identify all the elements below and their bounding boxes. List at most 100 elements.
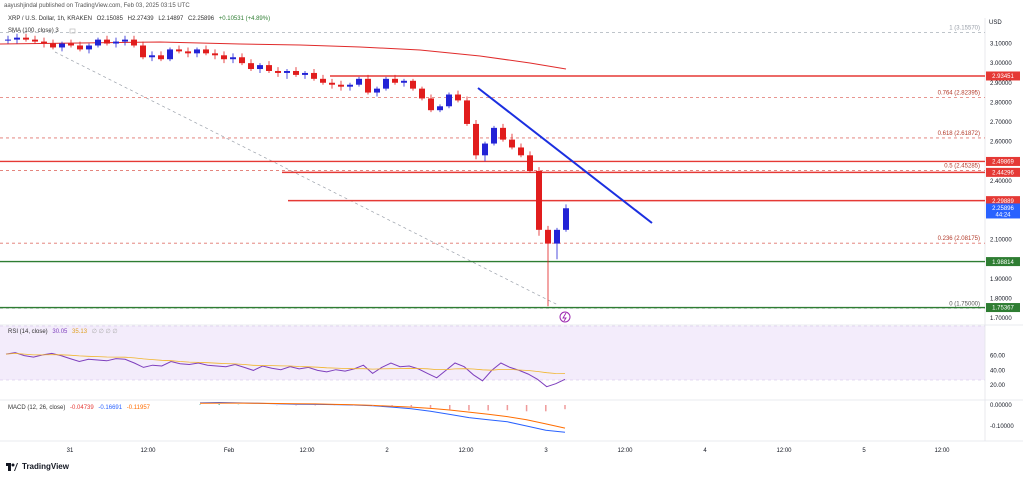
candle-body bbox=[302, 72, 308, 75]
x-tick-label: Feb bbox=[224, 448, 235, 454]
candle-body bbox=[194, 49, 200, 54]
candle-body bbox=[509, 139, 515, 148]
level-price-tag bbox=[986, 196, 1020, 206]
tradingview-logo-text: TradingView bbox=[22, 462, 69, 471]
candle-body bbox=[500, 127, 506, 140]
sma-line bbox=[0, 41, 567, 70]
candle-body bbox=[167, 49, 173, 60]
ohlc-change: +0.10531 (+4.89%) bbox=[218, 16, 271, 22]
x-tick-label: 12:00 bbox=[458, 448, 474, 454]
candle-body bbox=[536, 171, 542, 230]
candle-body bbox=[158, 55, 164, 60]
fib-level-label: 0.236 (2.08175) bbox=[938, 236, 980, 242]
publish-header: aayushjindal published on TradingView.co… bbox=[4, 3, 190, 9]
candle-body bbox=[248, 63, 254, 70]
ohlc-close: C2.25896 bbox=[188, 16, 215, 22]
level-price-label: 1.98814 bbox=[992, 260, 1014, 266]
event-marker-icon[interactable] bbox=[559, 311, 571, 323]
candle-body bbox=[95, 39, 101, 46]
candle-body bbox=[464, 100, 470, 124]
countdown-label: 44:24 bbox=[995, 212, 1011, 218]
candle-body bbox=[257, 65, 263, 70]
macd-legend[interactable]: MACD (12, 26, close) -0.04739 -0.16691 -… bbox=[8, 405, 153, 411]
level-price-label: 2.93451 bbox=[992, 74, 1014, 80]
macd-v1: -0.04739 bbox=[70, 405, 94, 411]
macd-v3: -0.11957 bbox=[126, 405, 150, 411]
ohlc-open: O2.15085 bbox=[96, 16, 123, 22]
ohlc-low: L2.14897 bbox=[158, 16, 184, 22]
level-price-label: 2.49869 bbox=[992, 160, 1014, 166]
candle-body bbox=[545, 229, 551, 244]
candle-body bbox=[122, 39, 128, 42]
rsi-extra: 35.13 bbox=[72, 329, 88, 335]
fib-level-label: 1 (3.15570) bbox=[949, 26, 980, 32]
candle-body bbox=[149, 55, 155, 58]
macd-tick-label: 0.00000 bbox=[990, 403, 1012, 409]
candle-body bbox=[5, 39, 11, 41]
tradingview-logo-icon bbox=[6, 462, 18, 471]
candle-body bbox=[239, 57, 245, 64]
candle-body bbox=[176, 49, 182, 52]
y-tick-label: 3.00000 bbox=[990, 61, 1012, 67]
candle-body bbox=[428, 98, 434, 111]
rsi-label: RSI (14, close) bbox=[8, 329, 48, 335]
ohlc-high: H2.27439 bbox=[127, 16, 154, 22]
rsi-band bbox=[0, 326, 985, 380]
candle-body bbox=[356, 78, 362, 85]
x-tick-label: 4 bbox=[703, 448, 707, 454]
candle-body bbox=[266, 65, 272, 71]
level-price-label: 2.29889 bbox=[992, 199, 1014, 205]
x-tick-label: 12:00 bbox=[140, 448, 156, 454]
fib-level-label: 0 (1.75000) bbox=[949, 301, 980, 307]
level-price-tag bbox=[986, 71, 1020, 81]
candle-body bbox=[14, 37, 20, 40]
x-tick-label: 5 bbox=[862, 448, 866, 454]
candle-body bbox=[338, 84, 344, 87]
current-price-tag bbox=[986, 203, 1020, 219]
candle-body bbox=[212, 53, 218, 56]
candle-body bbox=[329, 82, 335, 85]
macd-v2: -0.16691 bbox=[98, 405, 123, 411]
candle-body bbox=[68, 43, 74, 46]
candle-body bbox=[482, 143, 488, 156]
level-price-label: 2.44296 bbox=[992, 171, 1014, 177]
currency-label: USD bbox=[989, 20, 1002, 26]
x-tick-label: 12:00 bbox=[617, 448, 633, 454]
candle-body bbox=[113, 41, 119, 44]
level-price-label: 1.75367 bbox=[992, 306, 1014, 312]
level-price-tag bbox=[986, 303, 1020, 313]
level-price-tag bbox=[986, 257, 1020, 267]
candle-body bbox=[86, 45, 92, 50]
candle-body bbox=[284, 70, 290, 73]
rsi-tick-label: 60.00 bbox=[990, 354, 1006, 360]
y-tick-label: 2.90000 bbox=[990, 81, 1012, 87]
candle-body bbox=[518, 147, 524, 156]
x-tick-label: 12:00 bbox=[934, 448, 950, 454]
current-price-label: 2.25896 bbox=[992, 206, 1014, 212]
x-tick-label: 31 bbox=[67, 448, 74, 454]
candle-body bbox=[392, 78, 398, 83]
tradingview-logo[interactable]: TradingView bbox=[6, 462, 69, 471]
candle-body bbox=[491, 127, 497, 144]
fib-diagonal bbox=[54, 51, 559, 306]
candle-body bbox=[383, 78, 389, 89]
y-tick-label: 2.60000 bbox=[990, 140, 1012, 146]
rsi-value: 30.05 bbox=[52, 329, 68, 335]
candle-body bbox=[401, 80, 407, 83]
candle-body bbox=[554, 229, 560, 244]
rsi-tick-label: 40.00 bbox=[990, 368, 1006, 374]
x-tick-label: 2 bbox=[385, 448, 389, 454]
y-tick-label: 2.80000 bbox=[990, 100, 1012, 106]
y-tick-label: 2.70000 bbox=[990, 120, 1012, 126]
sma-legend[interactable]: SMA (100, close) 3 bbox=[8, 28, 59, 34]
candle-body bbox=[365, 78, 371, 93]
y-tick-label: 3.10000 bbox=[990, 42, 1012, 48]
candle-body bbox=[104, 39, 110, 44]
fib-level-label: 0.618 (2.61872) bbox=[938, 131, 980, 137]
candle-body bbox=[347, 84, 353, 87]
rsi-legend[interactable]: RSI (14, close) 30.05 35.13 ∅ ∅ ∅ ∅ bbox=[8, 328, 121, 335]
rsi-line bbox=[5, 352, 566, 388]
y-tick-label: 2.10000 bbox=[990, 238, 1012, 244]
candle-body bbox=[527, 155, 533, 171]
